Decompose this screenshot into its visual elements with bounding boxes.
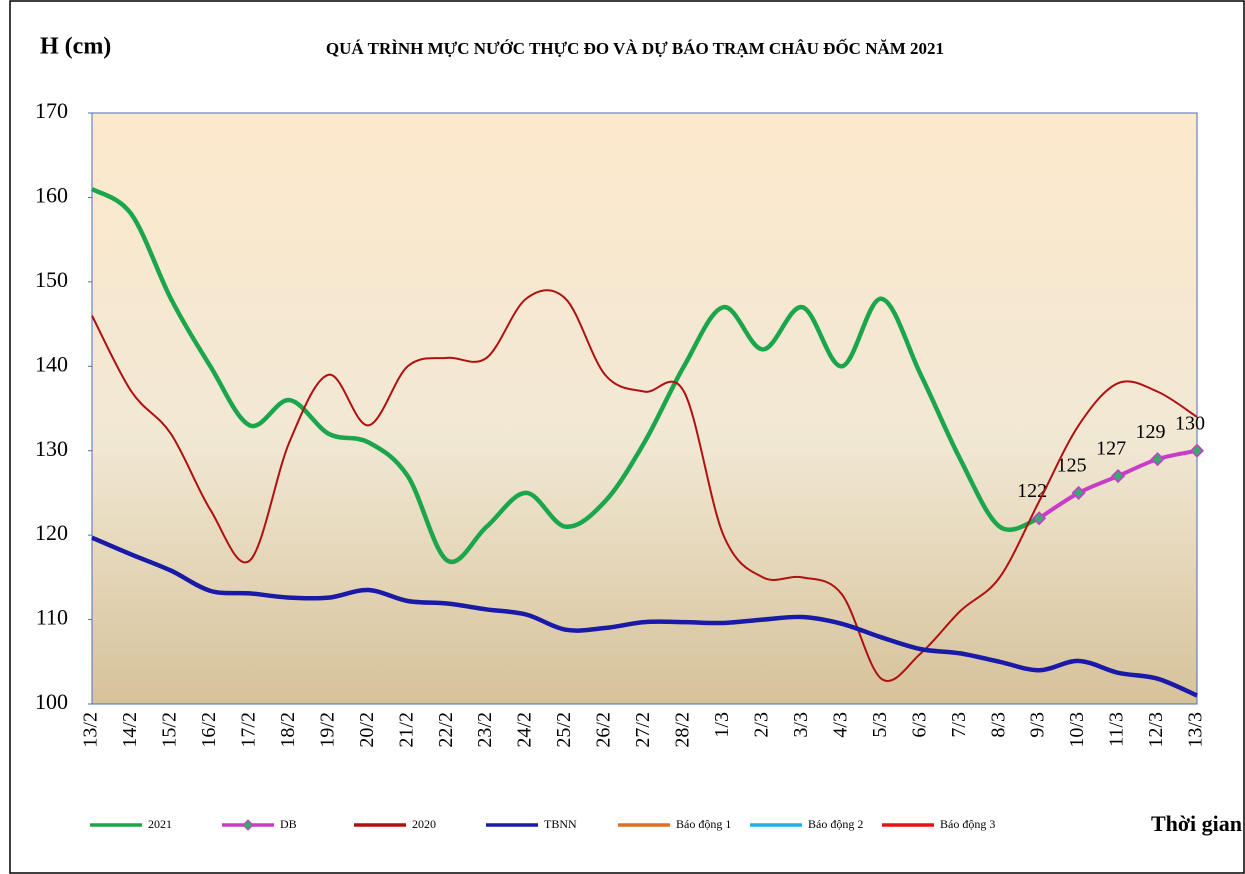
legend-label: TBNN bbox=[544, 817, 577, 831]
x-tick-label: 11/3 bbox=[1106, 712, 1128, 747]
x-tick-label: 4/3 bbox=[829, 712, 851, 738]
x-tick-label: 15/2 bbox=[159, 712, 181, 748]
x-tick-label: 21/2 bbox=[395, 712, 417, 748]
marker bbox=[1189, 443, 1205, 458]
x-tick-label: 2/3 bbox=[750, 712, 772, 738]
data-label: 127 bbox=[1096, 438, 1126, 460]
x-tick-label: 13/2 bbox=[80, 712, 102, 748]
marker bbox=[1111, 468, 1126, 484]
y-tick-label: 170 bbox=[35, 98, 68, 123]
legend-label: Báo động 1 bbox=[676, 817, 731, 831]
x-tick-label: 14/2 bbox=[119, 712, 141, 748]
x-tick-label: 7/3 bbox=[948, 712, 970, 738]
marker bbox=[1150, 452, 1165, 467]
x-tick-label: 16/2 bbox=[198, 712, 220, 748]
y-tick-label: 150 bbox=[35, 267, 68, 292]
x-tick-label: 6/3 bbox=[908, 712, 930, 738]
legend-label: 2020 bbox=[412, 817, 436, 831]
marker bbox=[1071, 485, 1086, 500]
x-axis-label: Thời gian bbox=[1151, 811, 1242, 836]
x-tick-label: 1/3 bbox=[711, 712, 733, 738]
x-tick-label: 20/2 bbox=[356, 712, 378, 748]
legend-label: Báo động 3 bbox=[940, 817, 995, 831]
series-line bbox=[90, 186, 1040, 565]
x-tick-label: 25/2 bbox=[553, 712, 575, 748]
x-tick-label: 5/3 bbox=[869, 712, 891, 738]
x-tick-label: 10/3 bbox=[1066, 712, 1088, 748]
chart-title: QUÁ TRÌNH MỰC NƯỚC THỰC ĐO VÀ DỰ BÁO TRẠ… bbox=[326, 38, 944, 58]
data-label: 125 bbox=[1057, 455, 1087, 477]
y-tick-label: 110 bbox=[36, 605, 68, 630]
marker bbox=[1032, 511, 1047, 526]
legend-label: 2021 bbox=[148, 817, 172, 831]
y-tick-label: 140 bbox=[35, 351, 68, 376]
y-tick-label: 100 bbox=[35, 689, 68, 714]
data-label: 130 bbox=[1175, 412, 1205, 434]
legend-label: DB bbox=[280, 817, 297, 831]
x-tick-label: 13/3 bbox=[1185, 712, 1207, 748]
series-line bbox=[91, 289, 1198, 682]
x-tick-label: 24/2 bbox=[514, 712, 536, 748]
x-tick-label: 23/2 bbox=[474, 712, 496, 748]
legend-label: Báo động 2 bbox=[808, 817, 863, 831]
x-tick-label: 19/2 bbox=[316, 712, 338, 748]
data-label: 129 bbox=[1136, 421, 1166, 443]
x-tick-label: 28/2 bbox=[672, 712, 694, 748]
plot-area bbox=[91, 112, 1198, 705]
x-tick-label: 3/3 bbox=[790, 712, 812, 738]
x-tick-label: 18/2 bbox=[277, 712, 299, 748]
data-label: 122 bbox=[1017, 480, 1047, 502]
y-tick-label: 130 bbox=[35, 436, 68, 461]
series-line bbox=[91, 535, 1198, 698]
x-tick-label: 17/2 bbox=[237, 712, 259, 748]
y-tick-label: 160 bbox=[35, 182, 68, 207]
y-tick-label: 120 bbox=[35, 520, 68, 545]
x-tick-label: 12/3 bbox=[1145, 712, 1167, 748]
x-tick-label: 26/2 bbox=[593, 712, 615, 748]
x-tick-label: 22/2 bbox=[435, 712, 457, 748]
x-tick-label: 8/3 bbox=[987, 712, 1009, 738]
x-tick-label: 9/3 bbox=[1027, 712, 1049, 738]
x-tick-label: 27/2 bbox=[632, 712, 654, 748]
y-axis-label: H (cm) bbox=[40, 34, 111, 60]
legend-marker bbox=[242, 819, 254, 831]
